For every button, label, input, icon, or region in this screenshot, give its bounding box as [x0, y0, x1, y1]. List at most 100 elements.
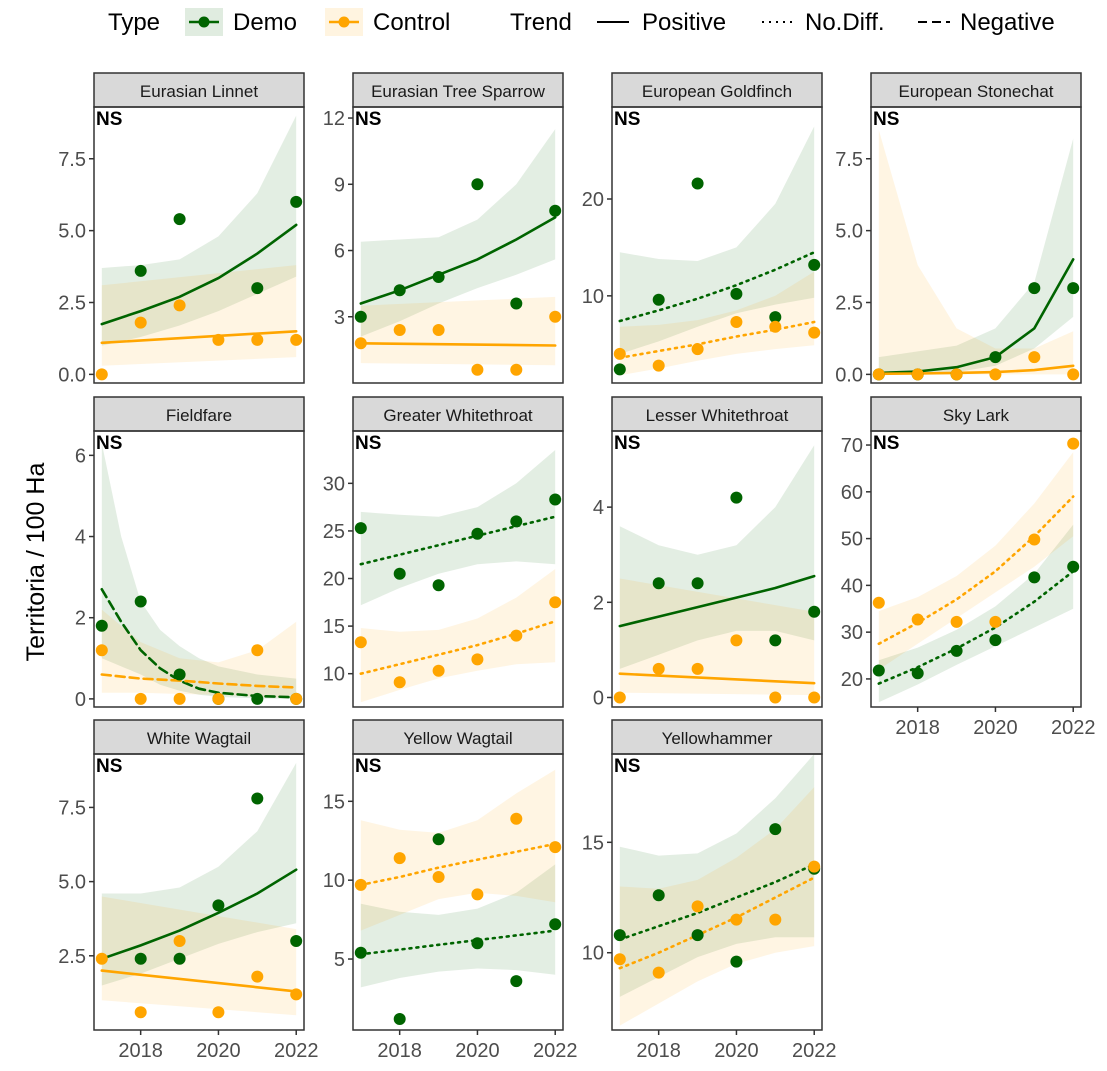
data-point-control — [290, 692, 303, 705]
data-point-control — [134, 1006, 147, 1019]
trend-line-control — [618, 320, 816, 360]
legend-trend-label-1: No.Diff. — [805, 9, 885, 36]
legend-trend-label-0: Positive — [642, 9, 726, 36]
data-point-control — [1028, 351, 1041, 364]
data-point-demo — [212, 899, 225, 912]
panel-title: Yellow Wagtail — [403, 729, 512, 748]
data-point-demo — [290, 935, 303, 947]
ribbon-demo — [619, 754, 815, 997]
legend: Type Demo Control Trend Positive No.Diff. Nega… — [108, 8, 1055, 36]
panel-plot — [354, 450, 562, 703]
data-point-demo — [173, 668, 186, 681]
data-point-control — [950, 615, 963, 628]
x-tick-label: 2018 — [636, 1040, 681, 1062]
data-point-control — [173, 935, 186, 947]
ribbon-control — [878, 130, 1074, 375]
data-point-demo — [290, 195, 303, 208]
y-tick-label: 50 — [841, 529, 863, 551]
y-tick-label: 0 — [75, 689, 86, 711]
data-point-demo — [549, 918, 562, 931]
panel-eurasian-tree-sparrow: Eurasian Tree Sparrow NS 3 6 9 12 — [323, 72, 564, 384]
x-tick-label: 2018 — [895, 717, 940, 739]
data-point-control — [950, 368, 963, 381]
y-tick-label: 9 — [334, 174, 345, 196]
data-point-control — [691, 900, 704, 913]
data-point-control — [432, 664, 445, 677]
panel-yellowhammer: Yellowhammer NS 10 15 2018 2020 2022 — [582, 719, 837, 1062]
data-point-control — [549, 596, 562, 609]
trend-line-control — [618, 876, 816, 970]
data-point-control — [652, 359, 665, 372]
data-point-control — [989, 615, 1002, 628]
trend-line-demo — [618, 863, 816, 941]
data-point-demo — [134, 595, 147, 608]
panel-lesser-whitethroat: Lesser Whitethroat NS 0 2 4 — [593, 396, 823, 709]
panel-annotation: NS — [355, 109, 381, 130]
trend-line-demo — [359, 515, 557, 566]
panel-plot — [872, 437, 1080, 703]
x-tick-label: 2022 — [1051, 717, 1096, 739]
data-point-demo — [872, 664, 885, 677]
data-point-control — [251, 333, 264, 346]
data-point-control — [251, 970, 264, 983]
y-tick-label: 20 — [323, 569, 345, 591]
y-tick-label: 2 — [593, 592, 604, 614]
panel-title: Sky Lark — [943, 406, 1010, 425]
panel-annotation: NS — [614, 109, 640, 130]
data-point-demo — [691, 577, 704, 590]
panel-title: European Goldfinch — [642, 82, 792, 101]
legend-key-point-control — [338, 16, 350, 28]
ribbon-demo — [360, 450, 556, 606]
data-point-demo — [730, 287, 743, 300]
y-tick-label: 0.0 — [835, 364, 863, 386]
data-point-control — [173, 299, 186, 312]
y-tick-label: 15 — [582, 832, 604, 854]
x-tick-label: 2020 — [714, 1040, 759, 1062]
x-tick-label: 2018 — [377, 1040, 422, 1062]
data-point-control — [212, 333, 225, 346]
data-point-control — [1067, 368, 1080, 381]
panel-strip — [352, 72, 564, 108]
data-point-demo — [173, 213, 186, 226]
data-point-control — [212, 692, 225, 705]
panel-border — [93, 753, 305, 1031]
data-point-control — [808, 691, 821, 704]
panel-title: White Wagtail — [147, 729, 251, 748]
panel-annotation: NS — [873, 109, 899, 130]
data-point-control — [354, 878, 367, 891]
trend-line-control — [100, 969, 298, 993]
data-point-demo — [730, 955, 743, 968]
y-tick-label: 7.5 — [835, 149, 863, 171]
ribbon-control — [619, 578, 815, 696]
panel-european-stonechat: European Stonechat NS 0.0 2.5 5.0 7.5 — [835, 72, 1082, 386]
data-point-control — [549, 310, 562, 323]
y-axis-label: Territoria / 100 Ha — [22, 463, 50, 662]
legend-label-demo: Demo — [233, 9, 297, 36]
data-point-demo — [471, 178, 484, 191]
x-tick-label: 2020 — [455, 1040, 500, 1062]
data-point-control — [95, 644, 108, 657]
data-point-control — [769, 913, 782, 926]
y-tick-label: 15 — [323, 616, 345, 638]
data-point-control — [730, 913, 743, 926]
ribbon-demo — [360, 129, 556, 337]
data-point-demo — [510, 515, 523, 528]
data-point-control — [432, 324, 445, 336]
data-point-control — [510, 812, 523, 825]
y-tick-label: 30 — [323, 473, 345, 495]
trend-line-control — [359, 341, 557, 347]
y-tick-label: 5.0 — [835, 221, 863, 243]
ribbon-demo — [878, 138, 1074, 375]
data-point-control — [911, 368, 924, 381]
data-point-control — [769, 320, 782, 333]
data-point-control — [95, 368, 108, 381]
data-point-demo — [730, 491, 743, 504]
data-point-demo — [613, 929, 626, 942]
data-point-demo — [432, 579, 445, 592]
trend-line-demo — [100, 868, 298, 961]
data-point-demo — [989, 351, 1002, 364]
x-tick-label: 2022 — [792, 1040, 837, 1062]
